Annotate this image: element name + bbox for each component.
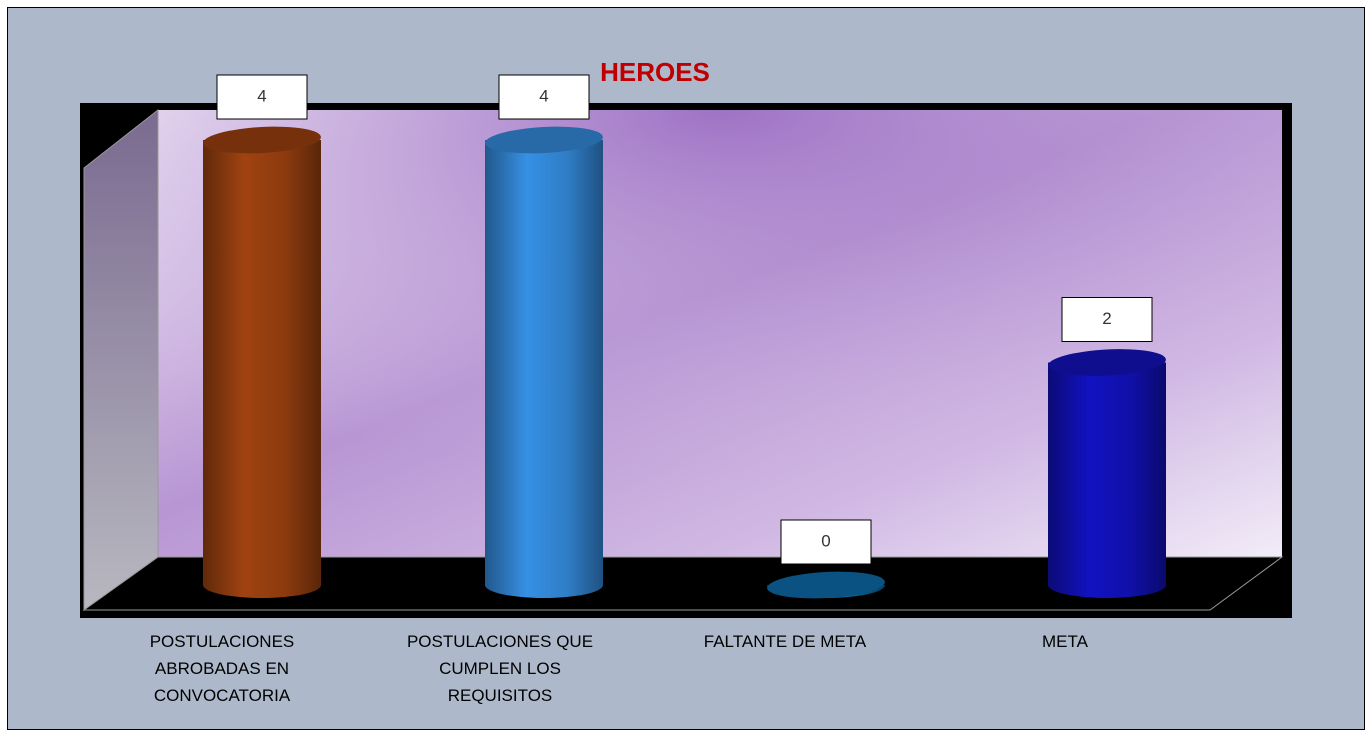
cylinder [203,126,321,598]
floor [82,556,1284,611]
cylinder-body [1048,362,1166,598]
value-label-box [498,74,590,120]
value-label: 0 [821,531,830,550]
chart-title: HEROES [600,57,710,87]
side-wall [83,108,159,611]
value-label: 4 [539,86,548,105]
x-tick-label: FALTANTE DE META [703,632,867,651]
x-tick-label: POSTULACIONES ABROBADAS EN CONVOCATORIA [149,632,295,705]
cylinder [485,126,603,598]
cylinder-top [767,571,885,599]
cylinder-top [1048,349,1166,376]
cylinder-top [485,126,603,154]
x-tick-label: META [1042,632,1088,651]
x-tick-label: POSTULACIONES QUE CUMPLEN LOS REQUISITOS [406,632,594,705]
value-label: 2 [1102,309,1111,328]
cylinder-body [203,140,321,598]
value-label: 4 [257,86,266,105]
cylinder-top [203,126,321,154]
cylinder-body [485,140,603,598]
value-label-box [216,74,308,120]
value-label-box [1061,297,1153,342]
cylinder [1048,349,1166,598]
cylinder [767,571,885,599]
value-label-box [780,519,872,565]
